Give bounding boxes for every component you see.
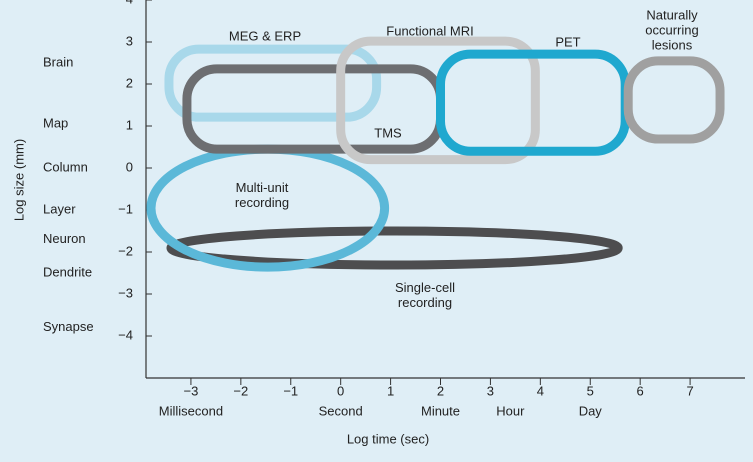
y-tick-label: 0 <box>126 159 133 174</box>
x-category-label: Minute <box>421 403 460 418</box>
region <box>623 56 725 144</box>
x-category-label: Hour <box>496 403 525 418</box>
region-label: Naturally occurring lesions <box>645 7 699 53</box>
x-tick-label: 2 <box>437 383 444 398</box>
region <box>164 44 382 122</box>
y-category-label: Column <box>43 159 88 174</box>
x-category-label: Day <box>579 403 603 418</box>
y-tick-label: −2 <box>118 243 133 258</box>
y-category-label: Brain <box>43 54 73 69</box>
x-tick-label: 4 <box>537 383 544 398</box>
y-tick-label: −4 <box>118 327 133 342</box>
y-category-label: Dendrite <box>43 264 92 279</box>
x-tick-label: 0 <box>337 383 344 398</box>
y-axis-label: Log size (mm) <box>11 139 26 221</box>
y-tick-label: −3 <box>118 285 133 300</box>
y-tick-label: 4 <box>126 0 133 6</box>
x-tick-label: −1 <box>283 383 298 398</box>
region-label: Multi-unit recording <box>234 180 290 210</box>
region-label: PET <box>555 34 581 50</box>
region-label: MEG & ERP <box>228 28 302 44</box>
x-tick-label: 6 <box>637 383 644 398</box>
y-tick-label: 3 <box>126 33 133 48</box>
region-label: Single-cell recording <box>395 280 455 310</box>
x-axis-label: Log time (sec) <box>347 431 429 446</box>
x-tick-label: 3 <box>487 383 494 398</box>
x-tick-label: 7 <box>686 383 693 398</box>
y-category-label: Layer <box>43 201 76 216</box>
region-label: TMS <box>374 125 402 141</box>
y-tick-label: 1 <box>126 117 133 132</box>
region-label: Functional MRI <box>386 23 474 39</box>
region <box>336 36 540 165</box>
y-tick-label: 2 <box>126 75 133 90</box>
x-tick-label: 5 <box>587 383 594 398</box>
y-category-label: Map <box>43 115 68 130</box>
x-category-label: Second <box>319 403 363 418</box>
region <box>166 226 623 270</box>
y-tick-label: −1 <box>118 201 133 216</box>
x-tick-label: −3 <box>184 383 199 398</box>
y-category-label: Neuron <box>43 231 86 246</box>
x-category-label: Millisecond <box>159 403 223 418</box>
y-category-label: Synapse <box>43 319 94 334</box>
x-tick-label: 1 <box>387 383 394 398</box>
x-tick-label: −2 <box>233 383 248 398</box>
